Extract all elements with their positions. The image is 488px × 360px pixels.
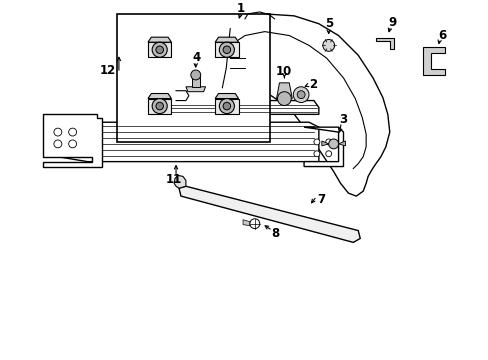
Circle shape <box>293 87 308 103</box>
Circle shape <box>219 42 234 57</box>
Text: 10: 10 <box>275 64 291 77</box>
Circle shape <box>223 102 230 110</box>
Text: 3: 3 <box>339 113 347 126</box>
Circle shape <box>322 40 334 51</box>
Polygon shape <box>375 37 393 49</box>
Polygon shape <box>58 122 318 162</box>
Circle shape <box>152 42 167 57</box>
Text: 5: 5 <box>324 17 332 30</box>
Circle shape <box>219 99 234 114</box>
Circle shape <box>54 140 61 148</box>
Polygon shape <box>338 141 345 146</box>
Circle shape <box>68 140 77 148</box>
Polygon shape <box>321 141 328 146</box>
Circle shape <box>313 139 319 145</box>
Text: 4: 4 <box>192 51 201 64</box>
Text: 11: 11 <box>165 173 182 186</box>
Polygon shape <box>216 14 389 196</box>
Text: 8: 8 <box>271 227 279 240</box>
Circle shape <box>156 102 163 110</box>
Text: 2: 2 <box>308 78 316 91</box>
Text: 6: 6 <box>437 29 445 42</box>
Bar <box>215 99 238 114</box>
Polygon shape <box>179 186 360 242</box>
Polygon shape <box>276 83 292 99</box>
Polygon shape <box>185 87 205 92</box>
Text: 9: 9 <box>388 16 396 29</box>
Circle shape <box>277 92 291 105</box>
Circle shape <box>297 91 305 99</box>
Polygon shape <box>243 220 249 226</box>
Polygon shape <box>148 37 171 42</box>
Text: 1: 1 <box>237 3 244 15</box>
Circle shape <box>54 128 61 136</box>
Bar <box>148 99 171 114</box>
Bar <box>148 42 171 57</box>
Circle shape <box>313 151 319 157</box>
Circle shape <box>152 99 167 114</box>
Polygon shape <box>215 94 238 99</box>
Circle shape <box>68 128 77 136</box>
Circle shape <box>325 139 331 145</box>
Circle shape <box>325 151 331 157</box>
Text: 7: 7 <box>316 193 324 206</box>
Bar <box>215 42 238 57</box>
Circle shape <box>223 46 230 54</box>
Circle shape <box>190 70 200 80</box>
Polygon shape <box>174 175 185 188</box>
Polygon shape <box>215 37 238 42</box>
Polygon shape <box>423 48 444 75</box>
Circle shape <box>156 46 163 54</box>
Polygon shape <box>142 100 318 114</box>
Bar <box>191 75 199 87</box>
Bar <box>117 14 269 142</box>
Polygon shape <box>43 114 102 167</box>
Circle shape <box>328 139 338 149</box>
Text: 12: 12 <box>100 63 116 77</box>
Circle shape <box>249 219 259 229</box>
Polygon shape <box>148 94 171 99</box>
Polygon shape <box>304 127 343 167</box>
